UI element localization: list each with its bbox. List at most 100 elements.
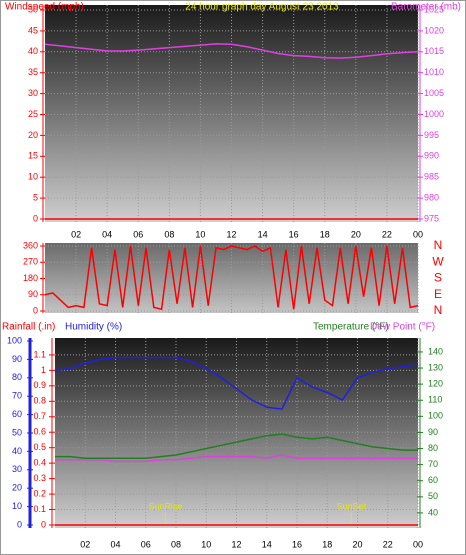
y-tick-label: 50 [28, 4, 38, 14]
y-tick-label: E [434, 287, 442, 301]
y-tick-label: 10 [28, 172, 38, 182]
y-tick-label: 1.1 [33, 349, 46, 359]
x-tick-label: 04 [102, 229, 112, 239]
x-tick-label: 00 [413, 229, 423, 239]
y-tick-label: 50 [428, 491, 438, 501]
y-tick-label: 1020 [424, 25, 444, 35]
y-tick-label: 1005 [424, 88, 444, 98]
y-tick-label: 30 [28, 88, 38, 98]
x-tick-label: 18 [322, 539, 332, 549]
y-tick-label: 40 [28, 46, 38, 56]
x-tick-label: 16 [292, 539, 302, 549]
y-tick-label: 360 [23, 240, 38, 250]
y-tick-label: 15 [28, 151, 38, 161]
y-tick-label: 35 [28, 67, 38, 77]
y-tick-label: 1010 [424, 67, 444, 77]
plot-background [55, 338, 418, 528]
x-tick-label: 10 [195, 229, 205, 239]
series-line [44, 245, 419, 311]
y-tick-label: 45 [28, 25, 38, 35]
series-line [44, 43, 419, 59]
y-tick-label: 60 [428, 475, 438, 485]
x-tick-label: 20 [352, 539, 362, 549]
series-line [54, 356, 419, 410]
y-tick-label: 100 [428, 411, 443, 421]
y-tick-label: 975 [424, 213, 439, 223]
y-tick-label: S [434, 271, 442, 285]
legend-label: Dew Point (°F) [370, 322, 435, 333]
y-tick-label: 0 [41, 519, 46, 529]
x-tick-label: 14 [258, 229, 268, 239]
y-tick-label: 20 [28, 130, 38, 140]
legend-label: Temperature (°F) [313, 322, 389, 333]
y-tick-label: 0 [33, 213, 38, 223]
y-tick-label: 985 [424, 172, 439, 182]
chart-title: 24 hour graph day August 23 2013 [185, 2, 339, 13]
y-tick-label: 990 [424, 151, 439, 161]
y-tick-label: N [434, 303, 443, 317]
legend-label: Rainfall (.in) [2, 322, 55, 333]
x-tick-label: 06 [133, 229, 143, 239]
x-tick-label: 04 [110, 539, 120, 549]
legend-label: Humidity (%) [65, 322, 122, 333]
x-tick-label: 16 [289, 229, 299, 239]
y-tick-label: 90 [28, 289, 38, 299]
y-tick-label: 0 [33, 305, 38, 315]
series-line [55, 433, 418, 459]
y-tick-label: 110 [428, 395, 442, 405]
y-tick-label: 25 [28, 109, 38, 119]
x-tick-label: 06 [141, 539, 151, 549]
y-tick-label: 1025 [424, 4, 444, 14]
x-tick-label: 20 [351, 229, 361, 239]
x-tick-label: 12 [226, 229, 236, 239]
y-tick-label: 0.2 [33, 488, 46, 498]
x-tick-label: 12 [231, 539, 241, 549]
y-tick-label: 20 [12, 483, 22, 493]
y-tick-label: 995 [424, 130, 439, 140]
annotation: SunSet [337, 501, 367, 511]
y-tick-label: 120 [428, 379, 443, 389]
y-tick-label: 980 [424, 192, 439, 202]
y-tick-label: 180 [23, 273, 38, 283]
y-tick-label: 0.4 [33, 458, 46, 468]
y-tick-label: 10 [12, 501, 22, 511]
y-tick-label: 100 [7, 335, 22, 345]
y-tick-label: 0.9 [33, 380, 46, 390]
y-tick-label: 130 [428, 362, 443, 372]
y-tick-label: 270 [23, 257, 38, 267]
y-tick-label: 50 [12, 427, 22, 437]
y-tick-label: 90 [428, 427, 438, 437]
y-tick-label: 80 [12, 372, 22, 382]
x-tick-label: 08 [164, 229, 174, 239]
legend-label: Windspeed (mph) [5, 2, 84, 13]
x-tick-label: 22 [382, 229, 392, 239]
y-tick-label: 140 [428, 346, 443, 356]
y-tick-label: 90 [12, 354, 22, 364]
y-tick-label: 1000 [424, 109, 444, 119]
y-tick-label: 0.7 [33, 411, 46, 421]
x-tick-label: 02 [71, 229, 81, 239]
x-tick-label: 08 [171, 539, 181, 549]
y-tick-label: 40 [428, 507, 438, 517]
y-tick-label: W [432, 254, 444, 268]
y-tick-label: 0.5 [33, 442, 46, 452]
y-tick-label: 70 [12, 391, 22, 401]
y-tick-label: 30 [12, 464, 22, 474]
y-tick-label: 80 [428, 443, 438, 453]
legend-label: Barometer (mb) [391, 2, 461, 13]
y-tick-label: 70 [428, 459, 438, 469]
y-tick-label: 1015 [424, 46, 444, 56]
x-tick-label: 18 [320, 229, 330, 239]
annotation: SunRise [148, 501, 182, 511]
y-tick-label: 0.8 [33, 396, 46, 406]
x-tick-label: 22 [383, 539, 393, 549]
x-tick-label: 14 [262, 539, 272, 549]
y-tick-label: 40 [12, 446, 22, 456]
y-tick-label: 1 [41, 365, 46, 375]
x-tick-label: 00 [413, 539, 423, 549]
y-tick-label: 0.6 [33, 427, 46, 437]
y-tick-label: 5 [33, 192, 38, 202]
x-tick-label: 10 [201, 539, 211, 549]
y-tick-label: 0.1 [33, 504, 46, 514]
